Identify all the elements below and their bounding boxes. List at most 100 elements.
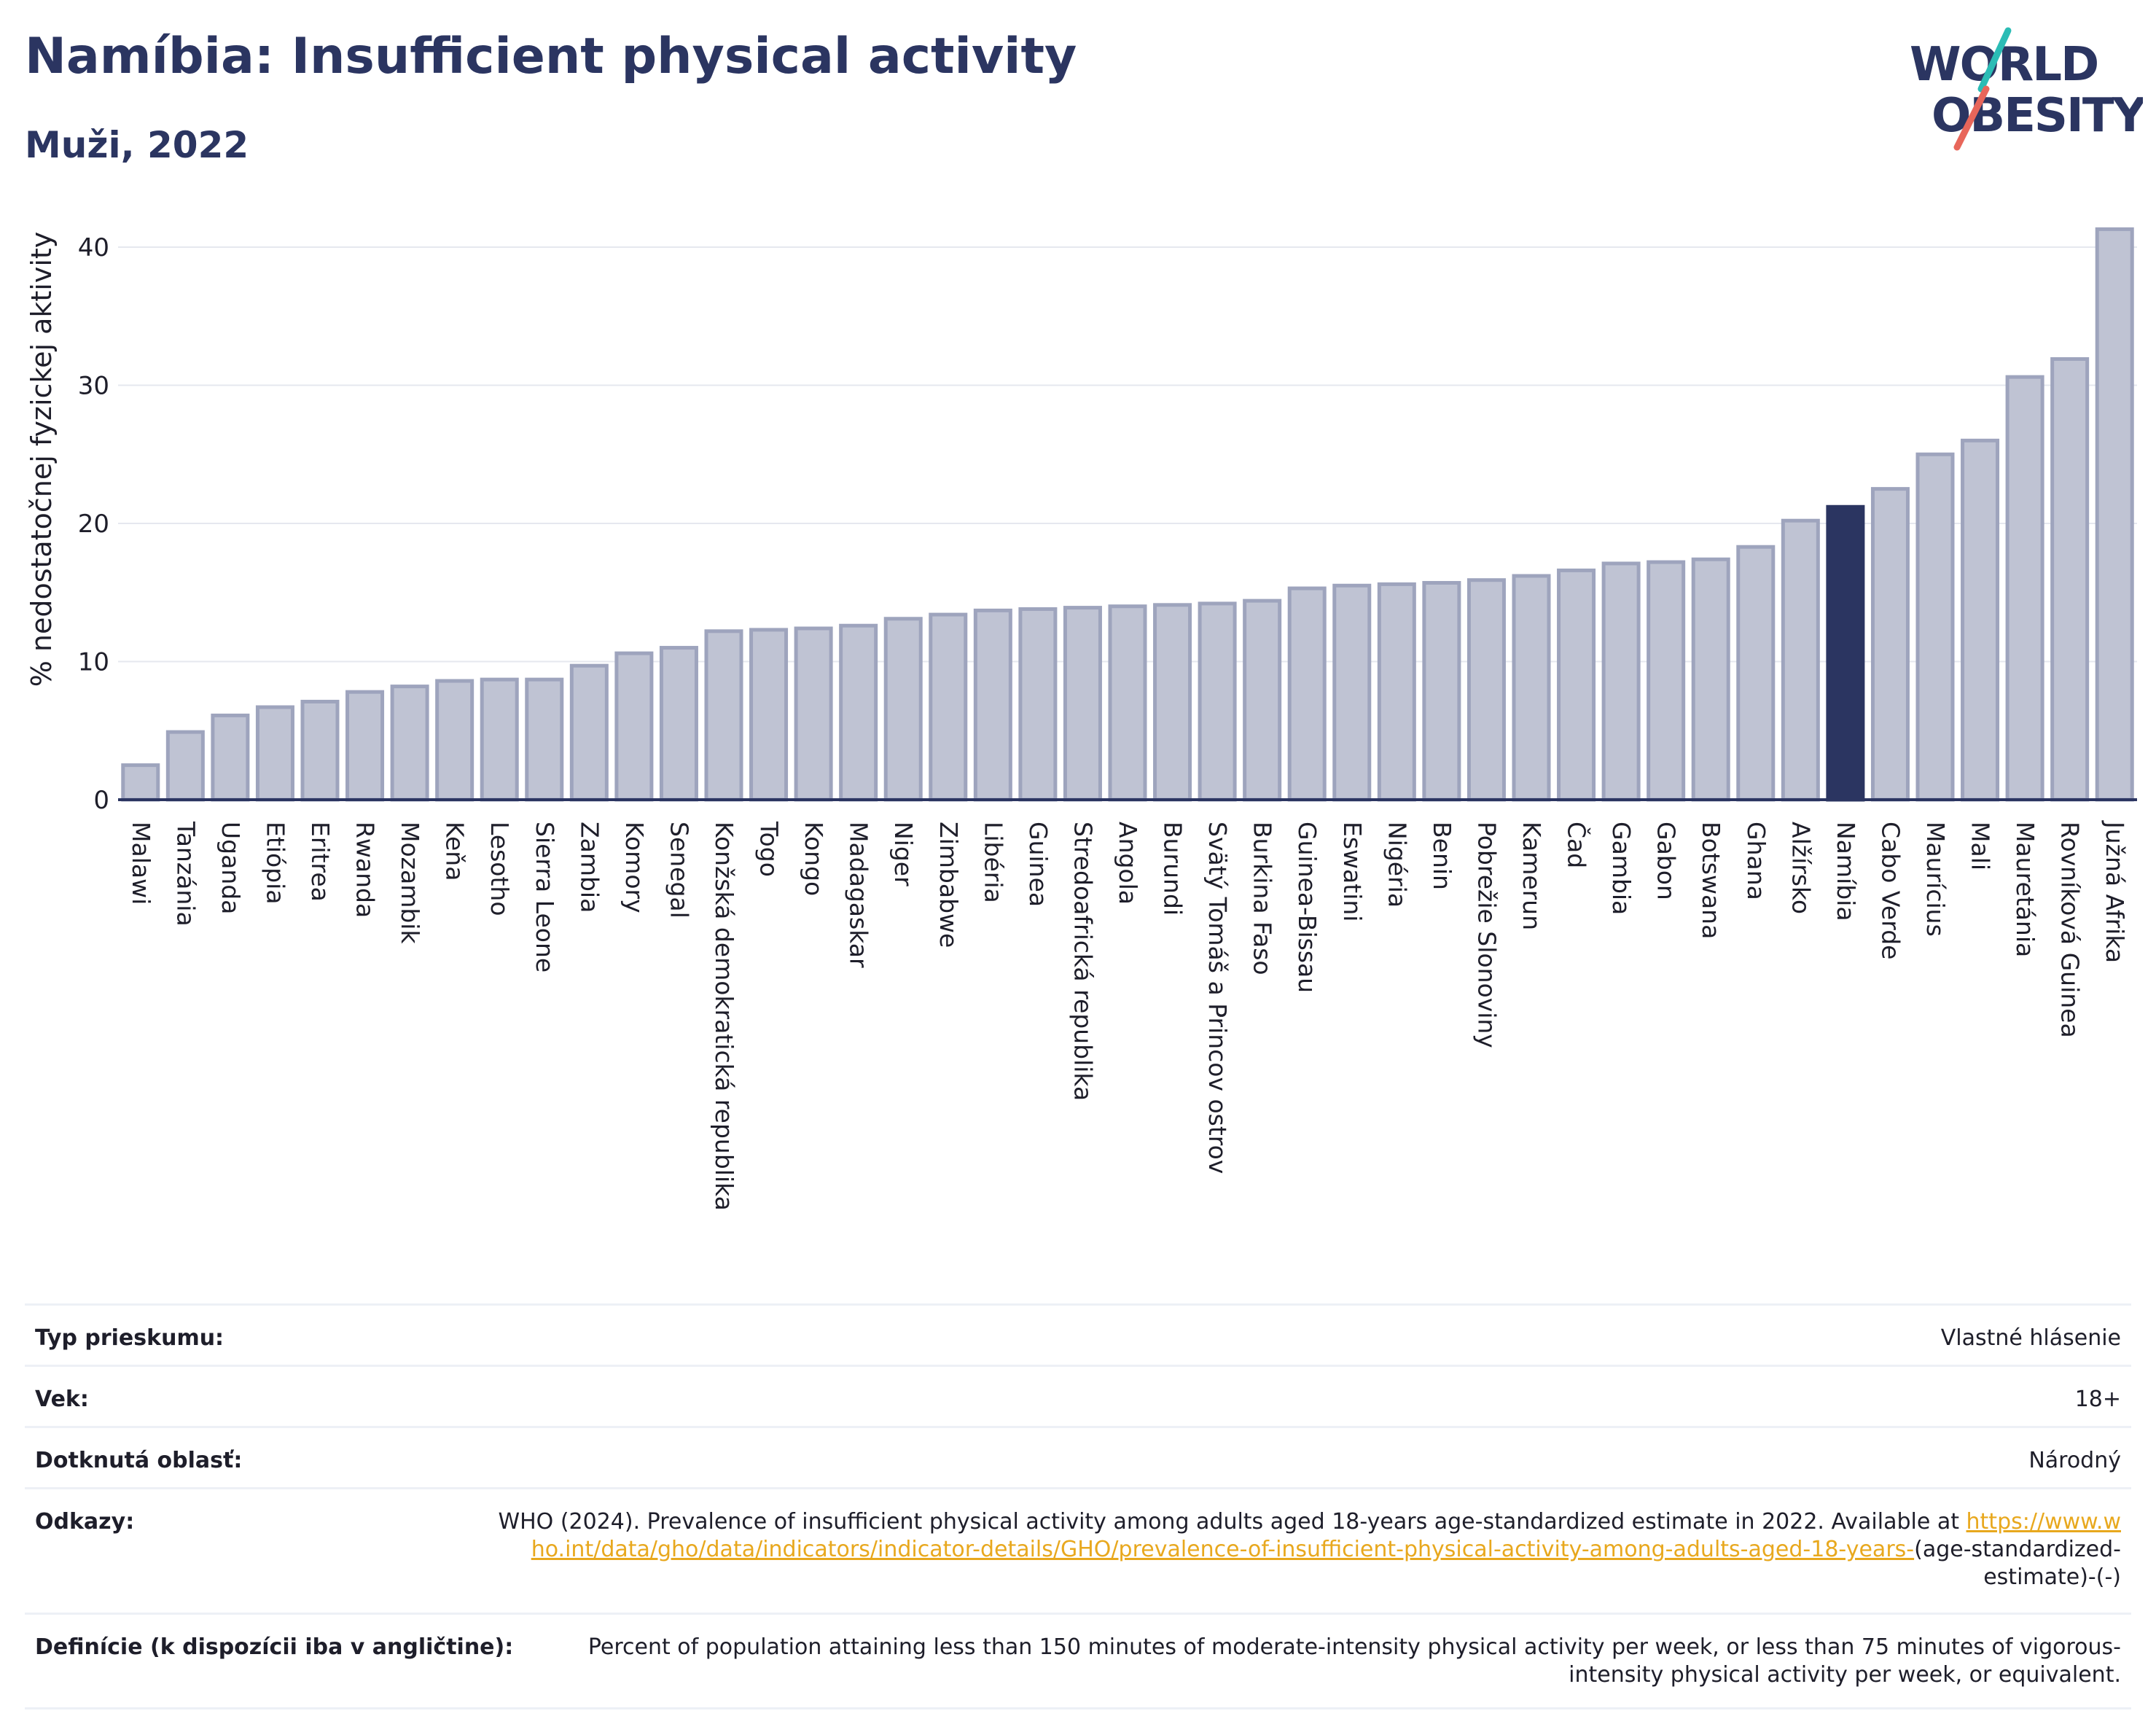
- y-tick-layer: 0 10 20 30 40: [78, 233, 109, 815]
- bar-7: [390, 685, 429, 802]
- x-tick-label: Burundi: [1159, 822, 1187, 916]
- y-tick-label: 0: [93, 786, 109, 815]
- x-tick-label: Južná Afrika: [2101, 820, 2129, 963]
- x-tick-label: Senegal: [665, 822, 693, 919]
- bar-layer: [118, 227, 2137, 802]
- bar-23: [1108, 604, 1147, 802]
- bar-35: [1647, 560, 1686, 802]
- bar-44: [2050, 356, 2090, 802]
- bar-34: [1601, 561, 1641, 802]
- y-tick-label: 10: [78, 648, 109, 677]
- bar-13: [659, 646, 698, 802]
- survey-type-label: Typ prieskumu:: [35, 1325, 224, 1351]
- x-tick-label: Uganda: [216, 822, 245, 914]
- y-tick-label: 40: [78, 233, 109, 262]
- x-tick-label: Cabo Verde: [1876, 822, 1905, 959]
- page-subtitle: Muži, 2022: [25, 124, 249, 166]
- x-tick-label: Guinea-Bissau: [1293, 822, 1321, 993]
- logo-slash-coral: [1953, 85, 1990, 151]
- x-tick-label: Komory: [620, 822, 649, 913]
- bar-25: [1198, 601, 1237, 802]
- x-tick-label: Etiópia: [261, 822, 289, 905]
- bar-6: [345, 690, 385, 802]
- bar-11: [569, 663, 609, 802]
- area-value: Národný: [2028, 1448, 2121, 1473]
- x-tick-label: Lesotho: [485, 822, 514, 916]
- bar-29: [1377, 582, 1416, 802]
- x-tick-label: Zimbabwe: [934, 822, 963, 948]
- y-tick-label: 20: [78, 510, 109, 539]
- references-suffix: (age-standardized-estimate)-(-): [1914, 1537, 2121, 1590]
- meta-row-references: Odkazy: WHO (2024). Prevalence of insuff…: [25, 1489, 2131, 1615]
- x-tick-label: Madagaskar: [845, 822, 873, 968]
- x-tick-label: Eswatini: [1338, 822, 1367, 921]
- x-tick-label: Mauretánia: [2011, 822, 2039, 957]
- bar-32: [1512, 574, 1551, 802]
- bar-42: [1961, 438, 2000, 802]
- bar-15: [749, 628, 789, 802]
- page-title: Namíbia: Insufficient physical activity: [25, 28, 1077, 85]
- references-label: Odkazy:: [35, 1509, 135, 1535]
- bar-38: [1781, 518, 1820, 802]
- bar-1: [121, 763, 160, 802]
- x-tick-label: Botswana: [1697, 822, 1725, 939]
- x-tick-label: Sierra Leone: [531, 822, 559, 972]
- logo-word-world: WORLD: [1910, 38, 2098, 92]
- bar-3: [211, 713, 250, 802]
- meta-row-age: Vek: 18+: [25, 1367, 2131, 1428]
- x-tick-label: Mali: [1966, 822, 1995, 870]
- meta-row-survey-type: Typ prieskumu: Vlastné hlásenie: [25, 1306, 2131, 1367]
- x-tick-label: Niger: [889, 822, 918, 886]
- bar-4: [255, 705, 294, 802]
- x-tick-label: Eritrea: [306, 822, 335, 902]
- bar-40: [1870, 487, 1910, 802]
- bar-16: [794, 626, 833, 802]
- bar-28: [1332, 583, 1372, 802]
- bar-33: [1557, 568, 1596, 802]
- x-tick-label: Malawi: [127, 822, 155, 905]
- bar-14: [704, 629, 743, 802]
- definitions-value: Percent of population attaining less tha…: [587, 1634, 2121, 1688]
- logo-slash-teal: [1977, 27, 2012, 93]
- x-tick-label: Čad: [1563, 822, 1592, 868]
- bar-21: [1018, 607, 1058, 802]
- x-tick-label: Stredoafrická republika: [1069, 822, 1097, 1101]
- references-text: WHO (2024). Prevalence of insufficient p…: [498, 1509, 1959, 1535]
- bar-24: [1153, 603, 1192, 802]
- bar-8: [435, 679, 474, 802]
- bar-30: [1422, 580, 1461, 802]
- bar-18: [883, 617, 923, 802]
- bar-45: [2095, 227, 2134, 802]
- x-tick-label: Gambia: [1607, 822, 1636, 915]
- x-tick-label: Guinea: [1024, 822, 1052, 907]
- world-obesity-logo: WORLD OBESITY: [1910, 27, 2143, 151]
- who-reference-link[interactable]: https://www.who.int/data/gho/data/indica…: [531, 1509, 2121, 1562]
- x-tick-label: Nigéria: [1383, 822, 1411, 908]
- bar-chart: 0 10 20 30 40 Malawi Tanzánia Uganda Etiópia Eri…: [26, 227, 2137, 1211]
- survey-type-value: Vlastné hlásenie: [1940, 1325, 2121, 1351]
- bar-26: [1243, 599, 1282, 802]
- age-label: Vek:: [35, 1387, 89, 1412]
- bar-43: [2005, 375, 2044, 802]
- references-value: WHO (2024). Prevalence of insufficient p…: [496, 1508, 2121, 1591]
- bar-9: [480, 677, 519, 802]
- bar-31: [1466, 578, 1506, 802]
- x-tick-label: Libéria: [979, 822, 1007, 903]
- bar-39: [1826, 504, 1865, 802]
- y-axis-label: % nedostatočnej fyzickej aktivity: [26, 232, 58, 687]
- bar-2: [165, 730, 205, 802]
- x-tick-label: Ghana: [1742, 822, 1770, 900]
- bar-12: [614, 651, 654, 802]
- x-tick-label: Pobrežie Slonoviny: [1472, 822, 1501, 1048]
- bar-36: [1691, 557, 1730, 802]
- bar-17: [839, 623, 878, 802]
- x-tick-label: Kongo: [800, 822, 828, 896]
- meta-row-area: Dotknutá oblasť: Národný: [25, 1428, 2131, 1489]
- area-label: Dotknutá oblasť:: [35, 1448, 243, 1473]
- x-tick-label: Togo: [755, 821, 784, 877]
- x-tick-label: Burkina Faso: [1249, 822, 1277, 975]
- x-tick-label: Konžská demokratická republika: [710, 822, 738, 1211]
- y-tick-label: 30: [78, 372, 109, 401]
- x-tick-label: Maurícius: [1921, 822, 1950, 937]
- x-tick-label: Alžírsko: [1786, 822, 1815, 914]
